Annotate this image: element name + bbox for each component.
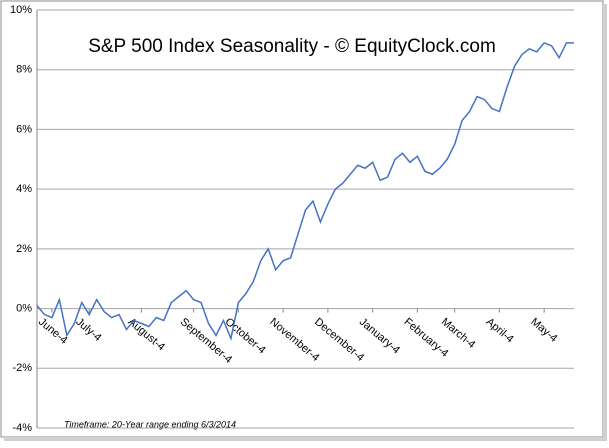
footnote: Timeframe: 20-Year range ending 6/3/2014 [64,419,236,429]
y-tick-label: 2% [16,243,32,255]
chart-title: S&P 500 Index Seasonality - © EquityCloc… [88,36,496,57]
y-tick-label: -2% [12,362,32,374]
y-tick-label: 6% [16,123,32,135]
data-line [36,41,574,341]
y-tick-label: 8% [16,64,32,76]
y-tick-label: 10% [10,4,32,16]
y-tick-label: 4% [16,183,32,195]
shadow [4,437,605,441]
y-tick-label: 0% [16,302,32,314]
y-tick-label: -4% [12,422,32,434]
shadow [603,4,607,441]
